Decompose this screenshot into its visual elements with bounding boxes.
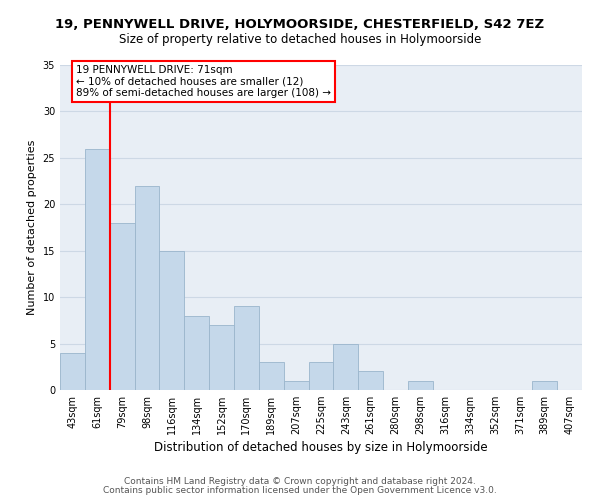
Bar <box>160 250 184 390</box>
Bar <box>408 380 433 390</box>
Bar <box>358 372 383 390</box>
Bar <box>110 223 134 390</box>
Text: 19, PENNYWELL DRIVE, HOLYMOORSIDE, CHESTERFIELD, S42 7EZ: 19, PENNYWELL DRIVE, HOLYMOORSIDE, CHEST… <box>55 18 545 30</box>
X-axis label: Distribution of detached houses by size in Holymoorside: Distribution of detached houses by size … <box>154 442 488 454</box>
Text: Contains public sector information licensed under the Open Government Licence v3: Contains public sector information licen… <box>103 486 497 495</box>
Bar <box>184 316 209 390</box>
Bar <box>85 148 110 390</box>
Text: 19 PENNYWELL DRIVE: 71sqm
← 10% of detached houses are smaller (12)
89% of semi-: 19 PENNYWELL DRIVE: 71sqm ← 10% of detac… <box>76 65 331 98</box>
Bar <box>308 362 334 390</box>
Bar <box>234 306 259 390</box>
Bar <box>284 380 308 390</box>
Bar <box>60 353 85 390</box>
Bar <box>209 325 234 390</box>
Bar <box>259 362 284 390</box>
Bar <box>134 186 160 390</box>
Bar <box>532 380 557 390</box>
Y-axis label: Number of detached properties: Number of detached properties <box>27 140 37 315</box>
Bar <box>334 344 358 390</box>
Text: Contains HM Land Registry data © Crown copyright and database right 2024.: Contains HM Land Registry data © Crown c… <box>124 477 476 486</box>
Text: Size of property relative to detached houses in Holymoorside: Size of property relative to detached ho… <box>119 32 481 46</box>
